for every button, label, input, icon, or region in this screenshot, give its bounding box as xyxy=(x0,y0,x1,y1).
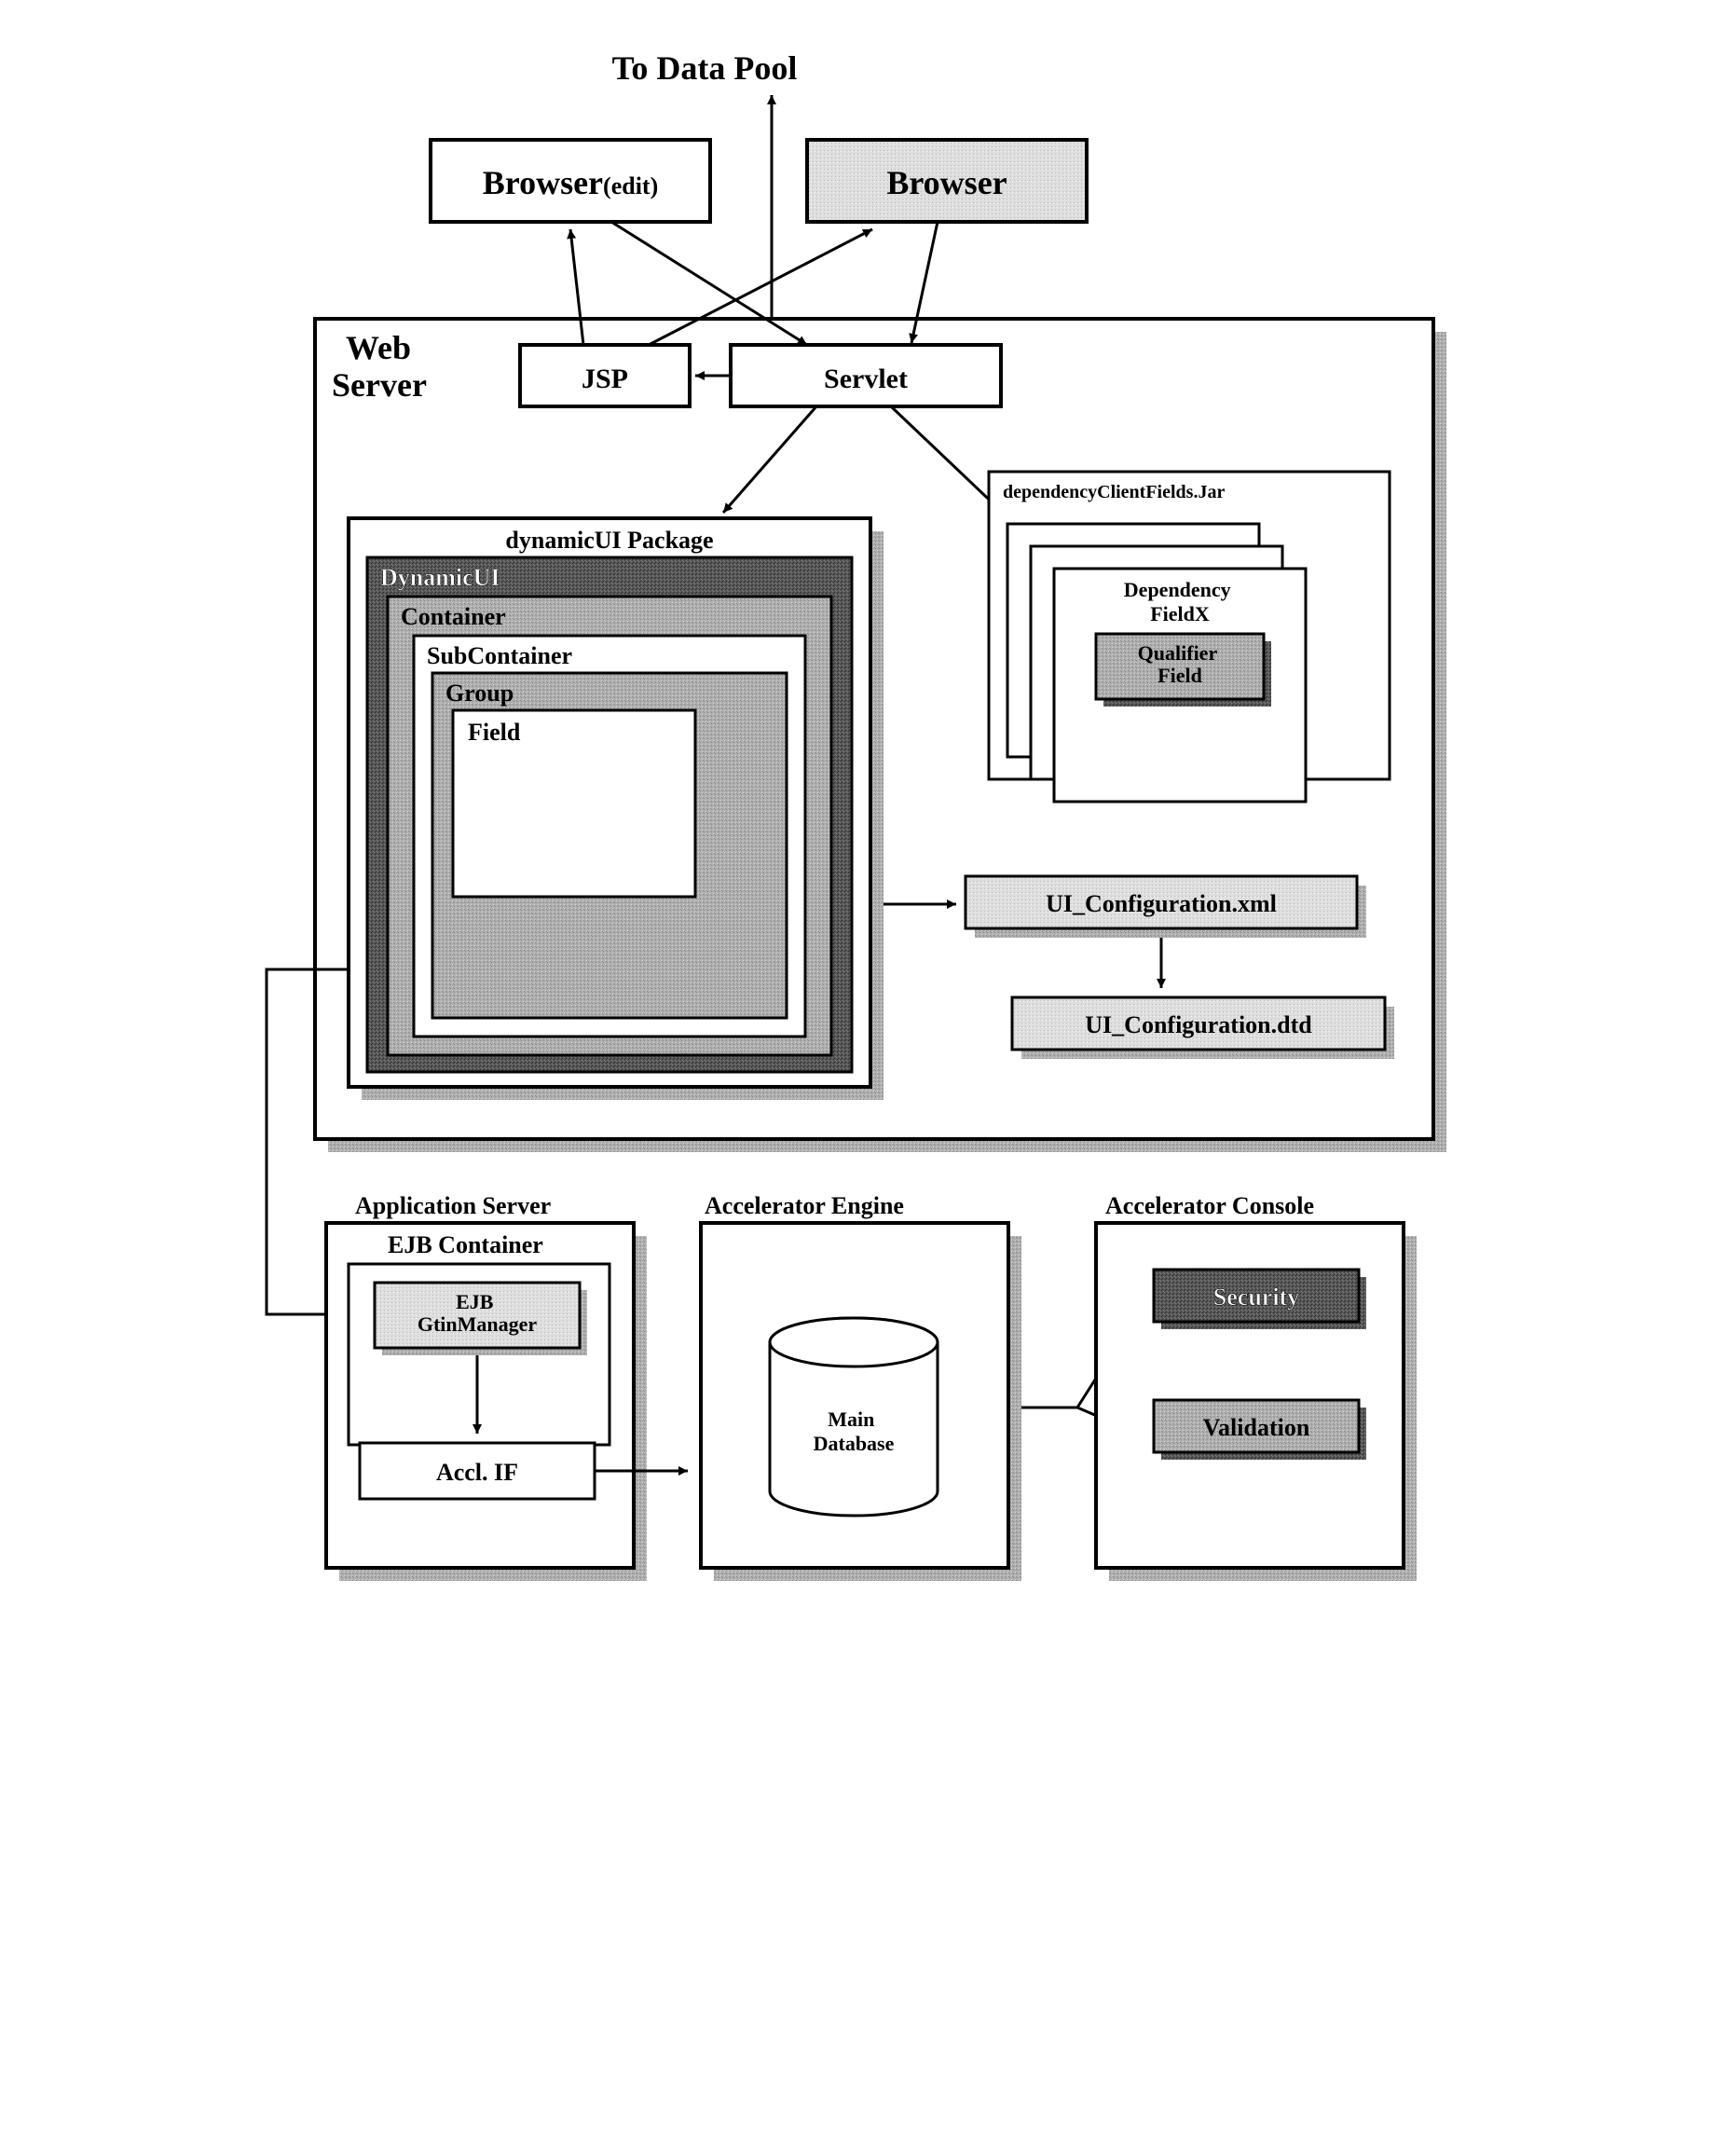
web-server-label: Web Server xyxy=(332,329,427,404)
title-top: To Data Pool xyxy=(612,49,798,87)
jsp-box: JSP xyxy=(520,345,690,406)
layer-group: Group xyxy=(445,680,514,707)
accelerator-engine-title: Accelerator Engine xyxy=(705,1192,904,1219)
browser-box: Browser xyxy=(807,140,1087,222)
layer-subcontainer: SubContainer xyxy=(427,642,572,669)
browser-edit-label: Browser xyxy=(483,164,603,201)
ui-config-dtd-label: UI_Configuration.dtd xyxy=(1085,1011,1312,1038)
application-server-title: Application Server xyxy=(355,1192,551,1219)
accelerator-console-title: Accelerator Console xyxy=(1105,1192,1314,1219)
ui-config-dtd: UI_Configuration.dtd xyxy=(1012,997,1394,1059)
browser-edit-sub: (edit) xyxy=(603,172,658,199)
accl-if-label: Accl. IF xyxy=(436,1459,518,1486)
application-server: Application Server EJB Container EJB Gti… xyxy=(326,1192,647,1581)
browser-label: Browser xyxy=(886,164,1007,201)
ejb-container-label: EJB Container xyxy=(388,1231,543,1258)
validation-label: Validation xyxy=(1203,1414,1310,1441)
dynamicui-package: dynamicUI Package DynamicUI Container Su… xyxy=(349,518,884,1100)
servlet-label: Servlet xyxy=(824,364,908,394)
layer-container: Container xyxy=(401,603,506,630)
jsp-label: JSP xyxy=(582,364,628,394)
servlet-box: Servlet xyxy=(731,345,1001,406)
dependency-jar-title: dependencyClientFields.Jar xyxy=(1003,482,1225,502)
layer-field: Field xyxy=(468,719,521,746)
dynamicui-package-title: dynamicUI Package xyxy=(505,527,713,554)
layer-dynamicui: DynamicUI xyxy=(380,564,500,591)
ui-config-xml: UI_Configuration.xml xyxy=(966,876,1366,938)
ui-config-xml-label: UI_Configuration.xml xyxy=(1046,890,1277,917)
architecture-diagram: To Data Pool Browser(edit) Browser Web S… xyxy=(211,37,1515,1668)
browser-edit-box: Browser(edit) xyxy=(431,140,710,222)
dependency-jar: dependencyClientFields.Jar Dependency Fi… xyxy=(989,472,1390,802)
accelerator-console: Accelerator Console Security Validation xyxy=(1096,1192,1417,1581)
accelerator-engine: Accelerator Engine Main Database xyxy=(701,1192,1021,1581)
security-label: Security xyxy=(1213,1284,1299,1311)
